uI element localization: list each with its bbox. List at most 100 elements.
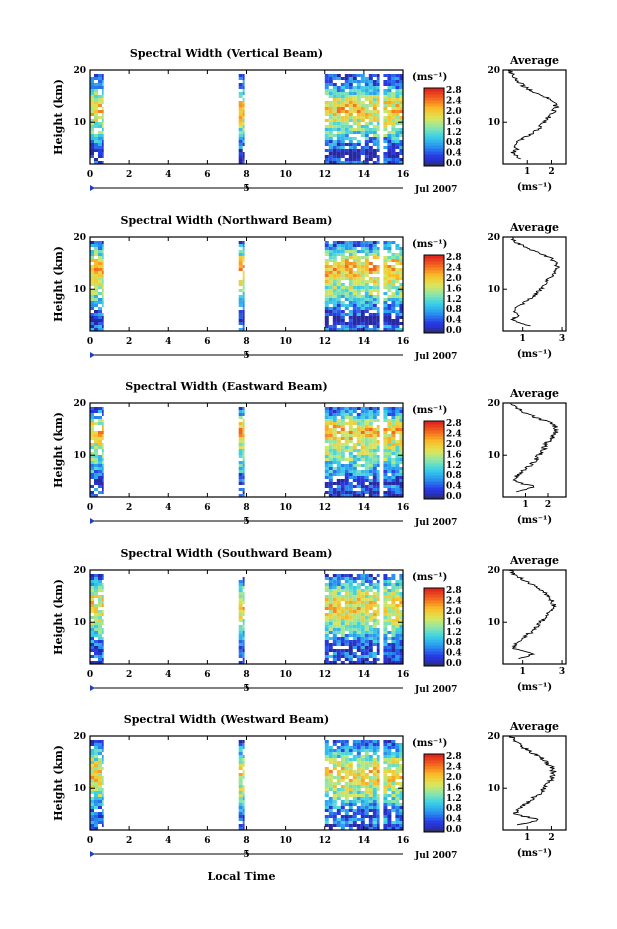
colorbar-swatch (424, 163, 444, 167)
heatmap-cell (383, 740, 388, 743)
heatmap-cell (399, 655, 403, 658)
heatmap-cell (238, 824, 243, 827)
heatmap-cell (356, 574, 361, 577)
heatmap-cell (368, 482, 373, 485)
heatmap-cell (242, 461, 245, 464)
panel-title: Spectral Width (Eastward Beam) (125, 380, 327, 393)
x-tick-label: 8 (243, 836, 249, 846)
heatmap-cell (98, 431, 102, 434)
heatmap-cell (242, 289, 245, 292)
heatmap-cell (328, 788, 333, 791)
heatmap-cell (387, 89, 392, 92)
heatmap-cell (332, 803, 337, 806)
heatmap-cell (90, 143, 94, 146)
heatmap-cell (328, 419, 333, 422)
colorbar-tick-label: 2.4 (446, 264, 462, 274)
heatmap-cell (372, 107, 377, 110)
heatmap-cell (387, 758, 392, 761)
heatmap-cell (94, 634, 98, 637)
heatmap-cell (324, 661, 329, 664)
heatmap-cell (238, 776, 243, 779)
heatmap-cell (238, 259, 243, 262)
heatmap-cell (94, 437, 98, 440)
heatmap-cell (238, 613, 243, 616)
heatmap-cell (360, 80, 365, 83)
heatmap-cell (352, 419, 357, 422)
heatmap-cell (102, 598, 104, 601)
heatmap-cell (387, 155, 392, 158)
heatmap-cell (368, 280, 373, 283)
heatmap-cell (340, 413, 345, 416)
heatmap-cell (352, 89, 357, 92)
y-axis-label: Height (km) (52, 579, 65, 655)
heatmap-cell (336, 455, 341, 458)
heatmap-cell (352, 110, 357, 113)
heatmap-cell (344, 574, 349, 577)
heatmap-cell (348, 301, 353, 304)
heatmap-cell (344, 407, 349, 410)
heatmap-cell (368, 583, 373, 586)
heatmap-cell (360, 325, 365, 328)
heatmap-cell (383, 577, 388, 580)
heatmap-cell (98, 131, 102, 134)
heatmap-cell (238, 92, 243, 95)
heatmap-cell (238, 107, 243, 110)
heatmap-cell (356, 304, 361, 307)
heatmap-cell (356, 758, 361, 761)
avg-y-tick-label: 10 (487, 285, 500, 295)
heatmap-cell (376, 128, 380, 131)
heatmap-cell (395, 247, 400, 250)
heatmap-cell (348, 413, 353, 416)
heatmap-cell (376, 755, 380, 758)
heatmap-cell (238, 740, 243, 743)
heatmap-cell (90, 755, 94, 758)
x-tick-label: 2 (126, 170, 132, 180)
heatmap-cell (324, 658, 329, 661)
heatmap-cell (376, 607, 380, 610)
heatmap-cell (102, 322, 104, 325)
heatmap-cell (391, 295, 396, 298)
heatmap-cell (90, 128, 94, 131)
heatmap-cell (395, 818, 400, 821)
heatmap-cell (348, 764, 353, 767)
heatmap-cell (90, 797, 94, 800)
heatmap-cell (336, 152, 341, 155)
heatmap-cell (383, 782, 388, 785)
heatmap-cell (102, 110, 104, 113)
heatmap-cell (391, 92, 396, 95)
heatmap-cell (348, 410, 353, 413)
heatmap-cell (368, 589, 373, 592)
heatmap-cell (383, 592, 388, 595)
heatmap-cell (387, 304, 392, 307)
heatmap-cell (242, 247, 245, 250)
colorbar-swatch (424, 424, 444, 428)
heatmap-cell (356, 155, 361, 158)
heatmap-cell (324, 425, 329, 428)
heatmap-cell (98, 328, 102, 331)
heatmap-cell (356, 104, 361, 107)
x-tick-label: 2 (126, 337, 132, 347)
heatmap-cell (98, 325, 102, 328)
heatmap-cell (364, 455, 369, 458)
heatmap-cell (399, 625, 403, 628)
heatmap-cell (352, 131, 357, 134)
heatmap-cell (238, 607, 243, 610)
heatmap-cell (90, 292, 94, 295)
heatmap-cell (98, 619, 102, 622)
heatmap-cell (399, 313, 403, 316)
heatmap-cell (395, 319, 400, 322)
x-tick-label: 10 (279, 670, 292, 680)
heatmap-cell (376, 476, 380, 479)
heatmap-cell (90, 461, 94, 464)
heatmap-cell (340, 652, 345, 655)
avg-x-tick-label: 1 (524, 833, 530, 843)
avg-x-tick-label: 3 (559, 334, 565, 344)
colorbar-swatch (424, 597, 444, 601)
heatmap-cell (332, 77, 337, 80)
heatmap-cell (344, 761, 349, 764)
heatmap-cell (340, 322, 345, 325)
heatmap-cell (332, 655, 337, 658)
y-tick-label: 10 (73, 451, 86, 461)
heatmap-cell (391, 283, 396, 286)
heatmap-cell (395, 425, 400, 428)
